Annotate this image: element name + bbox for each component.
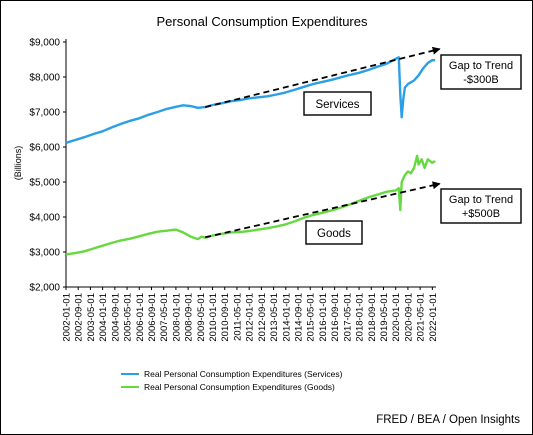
x-tick-label: 2004-09-01: [110, 293, 121, 342]
x-tick-label: 2008-09-01: [184, 293, 195, 342]
x-tick-label: 2006-01-01: [135, 293, 146, 342]
x-tick-label: 2004-01-01: [98, 293, 109, 342]
series-line-services: [65, 56, 436, 144]
x-tick-label: 2010-01-01: [208, 293, 219, 342]
y-tick-label: $6,000: [29, 143, 60, 154]
x-tick-label: 2009-05-01: [196, 293, 207, 342]
x-tick-label: 2020-09-01: [403, 293, 414, 342]
trend-line-goods: [205, 181, 441, 239]
x-tick-label: 2002-09-01: [74, 293, 85, 342]
x-tick-label: 2018-01-01: [355, 293, 366, 342]
x-tick-label: 2007-05-01: [159, 293, 170, 342]
y-tick-label: $3,000: [29, 248, 60, 259]
goods-label: Goods: [317, 228, 351, 240]
x-tick-label: 2019-05-01: [379, 293, 390, 342]
services-gap-line1: Gap to Trend: [449, 60, 513, 72]
legend-label-services: Real Personal Consumption Expenditures (…: [144, 369, 343, 379]
legend: Real Personal Consumption Expenditures (…: [121, 369, 343, 392]
y-tick-label: $9,000: [29, 38, 60, 49]
x-tick-label: 2002-01-01: [62, 293, 73, 342]
x-tick-label: 2016-09-01: [330, 293, 341, 342]
goods-gap-line2: +$500B: [462, 208, 500, 220]
x-tick-label: 2014-09-01: [294, 293, 305, 342]
x-tick-label: 2012-09-01: [257, 293, 268, 342]
services-gap-box: [440, 54, 522, 90]
x-tick-label: 2021-05-01: [416, 293, 427, 342]
y-tick-label: $5,000: [29, 178, 60, 189]
x-tick-label: 2012-01-01: [245, 293, 256, 342]
x-tick-label: 2011-05-01: [232, 293, 243, 341]
x-tick-label: 2018-09-01: [367, 293, 378, 342]
services-gap-line2: -$300B: [463, 74, 498, 86]
services-label-box: [303, 91, 372, 116]
x-tick-label: 2003-05-01: [86, 293, 97, 342]
x-tick-label: 2008-01-01: [171, 293, 182, 342]
x-tick-label: 2017-05-01: [342, 293, 353, 342]
services-label: Services: [315, 99, 359, 111]
goods-gap-box: [440, 188, 522, 224]
x-tick-label: 2013-05-01: [269, 293, 280, 342]
x-tick-label: 2005-05-01: [123, 293, 134, 342]
x-tick-label: 2020-01-01: [391, 293, 402, 342]
source-credit: FRED / BEA / Open Insights: [376, 414, 520, 426]
x-tick-label: 2010-09-01: [220, 293, 231, 342]
chart-title: Personal Consumption Expenditures: [156, 14, 368, 29]
y-tick-label: $4,000: [29, 213, 60, 224]
goods-gap-line1: Gap to Trend: [449, 194, 513, 206]
goods-label-box: [305, 220, 363, 245]
x-tick-label: 2014-01-01: [281, 293, 292, 342]
y-tick-label: $2,000: [29, 283, 60, 294]
x-tick-label: 2022-01-01: [428, 293, 439, 342]
y-tick-label: $8,000: [29, 73, 60, 84]
series-line-goods: [65, 154, 436, 256]
trend-line-services: [204, 46, 441, 108]
x-tick-label: 2006-09-01: [147, 293, 158, 342]
y-axis-label: (Billions): [13, 146, 23, 181]
x-tick-label: 2015-05-01: [306, 293, 317, 342]
x-tick-label: 2016-01-01: [318, 293, 329, 342]
y-tick-label: $7,000: [29, 108, 60, 119]
legend-label-goods: Real Personal Consumption Expenditures (…: [144, 382, 335, 392]
plot-area: $2,000 $3,000 $4,000 $5,000 $6,000 $7,000 $8,0…: [29, 38, 441, 342]
